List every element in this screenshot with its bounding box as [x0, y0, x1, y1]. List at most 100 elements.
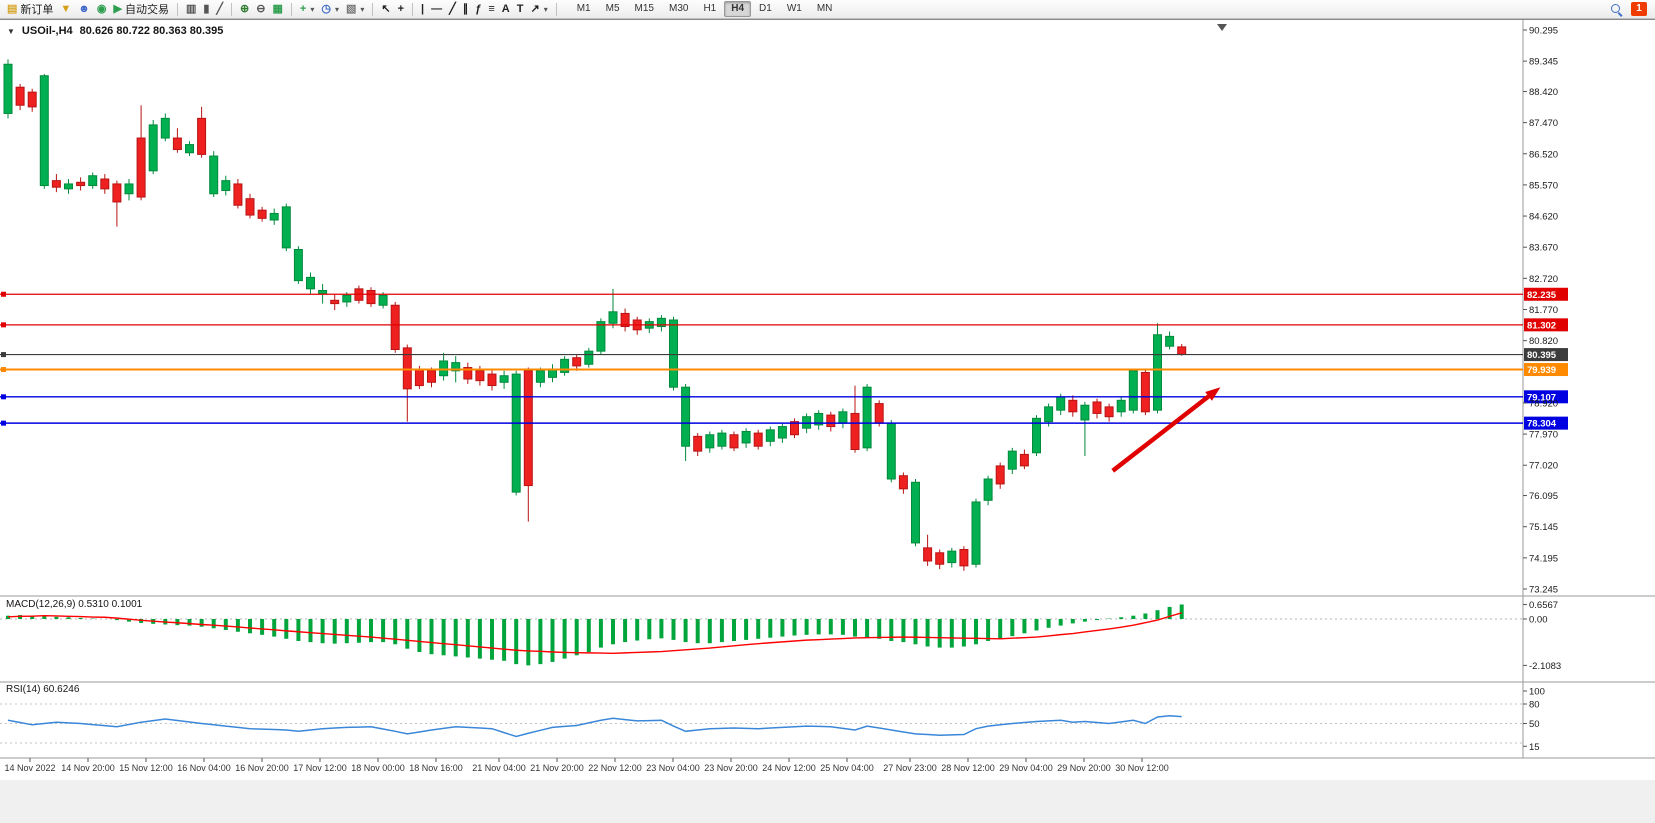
label-button[interactable]: T [514, 1, 527, 17]
line-handle[interactable] [1, 352, 6, 358]
line-handle[interactable] [1, 291, 6, 297]
candle-body [293, 249, 303, 282]
trend-arrow-line[interactable] [1111, 394, 1210, 473]
chart-circle-icon: ◉ [96, 3, 107, 15]
macd-signal-line [7, 612, 1182, 655]
timeframe-m5[interactable]: M5 [605, 3, 620, 14]
fibonacci-button[interactable]: ƒ [472, 1, 484, 17]
time-label: 29 Nov 20:00 [1057, 763, 1111, 773]
line-handle[interactable] [1, 394, 6, 400]
crosshair-button[interactable]: + [395, 1, 407, 17]
candle-body [342, 294, 352, 303]
candle-body [765, 429, 775, 442]
line-handle[interactable] [1, 322, 6, 328]
timeframe-m30[interactable]: M30 [668, 3, 689, 14]
timeframe-d1[interactable]: D1 [759, 3, 772, 14]
symbol-timeframe-label: USOil-,H4 [21, 25, 73, 37]
candle-body [947, 550, 957, 564]
ohlc-values: 80.626 80.722 80.363 80.395 [79, 25, 224, 37]
search-icon[interactable] [1610, 3, 1623, 16]
timeframe-mn[interactable]: MN [816, 3, 833, 14]
candle-body [862, 386, 872, 449]
arrows-button[interactable]: ↗ ▾ [527, 1, 550, 17]
zoom-out-icon: ⊖ [256, 3, 266, 15]
auto-trading-button[interactable]: ▶ 自动交易 [110, 1, 171, 17]
trend-arrow-head[interactable] [1205, 387, 1221, 401]
candle-body [318, 289, 328, 295]
line-handle[interactable] [1, 420, 6, 426]
time-label: 14 Nov 2022 [4, 763, 55, 773]
tile-windows-button[interactable]: ▦ [269, 1, 285, 17]
signals-button[interactable]: ▼ [57, 1, 74, 17]
candle-body [1019, 453, 1029, 467]
new-order-button-label: 新订单 [20, 4, 54, 16]
candle-body [1007, 450, 1017, 470]
crosshair-icon: + [397, 3, 405, 15]
zoom-in-button[interactable]: ⊕ [237, 1, 252, 17]
trendline-icon: ╱ [449, 3, 456, 15]
dropdown-arrow-icon[interactable]: ▾ [310, 4, 315, 14]
timeframe-m1[interactable]: M1 [576, 3, 591, 14]
templates-button[interactable]: ▧ ▾ [343, 1, 367, 17]
market-watch-button[interactable]: ◉ [94, 1, 110, 17]
candle-body [136, 137, 146, 198]
chart-shift-marker[interactable] [1217, 24, 1227, 31]
time-label: 18 Nov 16:00 [409, 763, 463, 773]
dropdown-arrow-icon[interactable]: ▾ [543, 4, 548, 14]
timeframe-m15[interactable]: M15 [634, 3, 654, 14]
price-tick-label: 87.470 [1529, 118, 1558, 129]
zoom-out-button[interactable]: ⊖ [253, 1, 268, 17]
toolbar: ▤ 新订单 ▼ ☻ ◉ ▶ 自动交易 ▥ ▮ ╱ ⊕ ⊖ ▦ + ▾ ◷ ▾ ▧ ▾ ↖ + | — ╱ ∥ ƒ ≡ A T ↗ ▾ M1 M5… [0, 0, 1655, 19]
trendline-button[interactable]: ╱ [446, 1, 459, 17]
candle-body [172, 137, 182, 151]
price-tick-label: 80.820 [1529, 336, 1558, 347]
line-chart-button[interactable]: ╱ [213, 1, 226, 17]
tile-windows-icon: ▦ [272, 3, 283, 15]
candle-body [923, 547, 933, 562]
bar-chart-button[interactable]: ▥ [183, 1, 199, 17]
dropdown-arrow-icon[interactable]: ▾ [334, 4, 339, 14]
text-button[interactable]: A [499, 1, 513, 17]
rsi-line [7, 714, 1182, 738]
candle-body [790, 421, 799, 436]
cursor-button[interactable]: ↖ [378, 1, 393, 17]
timeframe-h4[interactable]: H4 [724, 1, 752, 17]
notification-badge[interactable]: 1 [1631, 2, 1647, 16]
new-order-button[interactable]: ▤ 新订单 [4, 1, 56, 17]
line-handle[interactable] [1, 367, 6, 373]
toolbar-separator [372, 2, 374, 16]
time-label: 29 Nov 04:00 [999, 763, 1053, 773]
shapes-button[interactable]: ≡ [485, 1, 497, 17]
toolbar-right-group: 1 [1610, 2, 1651, 16]
symbol-dropdown-icon[interactable]: ▼ [7, 26, 15, 36]
candle-body [475, 370, 485, 382]
candle-body [439, 360, 449, 377]
price-tag-label: 79.939 [1527, 365, 1556, 376]
candle-body [245, 198, 255, 216]
price-tick-label: 85.570 [1529, 180, 1558, 191]
candle-chart-button[interactable]: ▮ [200, 1, 212, 17]
profile-button[interactable]: ☻ [75, 1, 93, 17]
candle-body [1128, 370, 1138, 411]
timeframe-h1[interactable]: H1 [703, 3, 717, 14]
vertical-line-button[interactable]: | [418, 1, 427, 17]
candle-body [124, 183, 134, 195]
price-tick-label: 89.345 [1529, 57, 1558, 68]
candle-body [560, 358, 570, 373]
periods-button[interactable]: ◷ ▾ [318, 1, 342, 17]
candle-body [221, 180, 231, 191]
price-tag-label: 81.302 [1527, 320, 1556, 331]
dropdown-arrow-icon[interactable]: ▾ [360, 4, 365, 14]
shapes-icon: ≡ [488, 3, 495, 15]
text-icon: A [501, 3, 510, 15]
candle-body [330, 299, 340, 305]
channel-button[interactable]: ∥ [460, 1, 472, 17]
candle-body [995, 465, 1005, 485]
price-tag-label: 80.395 [1527, 350, 1557, 361]
candle-body [427, 370, 436, 383]
horizontal-line-button[interactable]: — [428, 1, 445, 17]
indicators-button[interactable]: + ▾ [297, 1, 317, 17]
timeframe-w1[interactable]: W1 [786, 3, 802, 14]
rsi-axis-label: 100 [1529, 687, 1545, 698]
chart-canvas[interactable]: 82.235 81.302 80.395 79.939 79.107 78.304 90.2… [0, 20, 1655, 823]
